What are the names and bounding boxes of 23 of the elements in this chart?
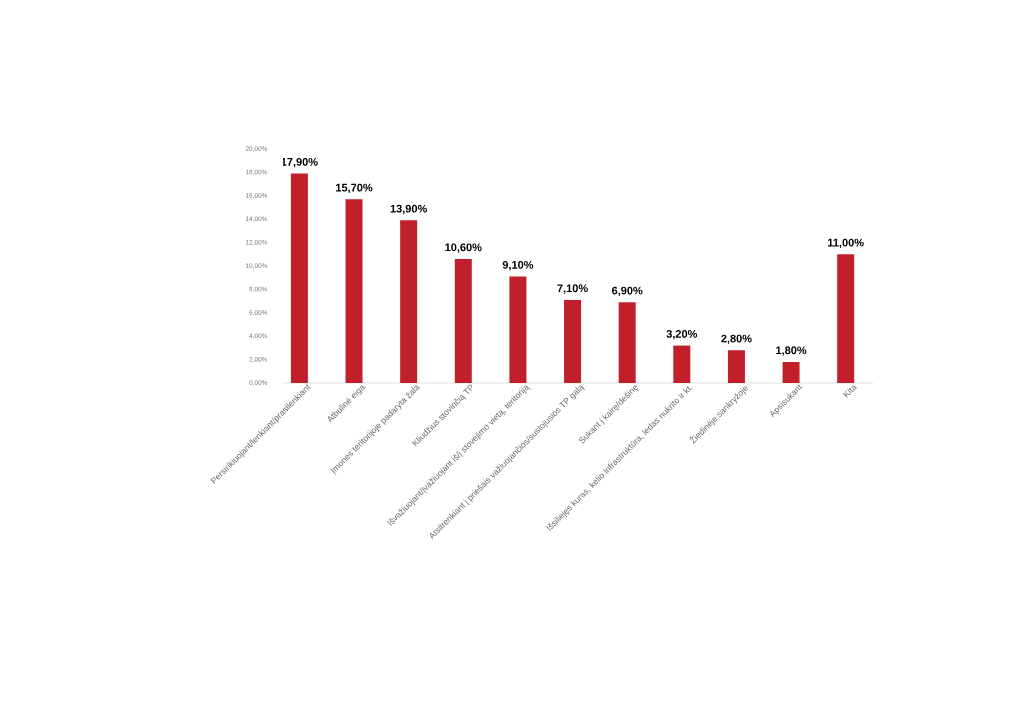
bar	[290, 173, 308, 383]
bar	[509, 276, 527, 383]
data-label: 6,90%	[611, 286, 643, 297]
data-label: 11,00%	[828, 238, 864, 249]
data-label: 3,20%	[666, 329, 698, 340]
bar	[400, 220, 418, 383]
bar	[782, 361, 800, 383]
data-label: 2,80%	[721, 334, 752, 345]
data-label: 15,70%	[336, 183, 373, 194]
data-label: 10,60%	[445, 243, 482, 253]
data-label: 13,90%	[390, 204, 428, 215]
bar	[564, 299, 582, 383]
data-label: 7,10%	[557, 284, 588, 294]
data-label: 17,90%	[281, 158, 318, 168]
bar	[837, 254, 855, 383]
bar	[727, 350, 745, 383]
bar	[618, 302, 636, 383]
data-label: 1,80%	[776, 346, 807, 356]
bar	[673, 345, 691, 383]
x-tick-label: Kita	[843, 385, 858, 398]
bar	[345, 199, 363, 383]
bar	[454, 258, 472, 383]
data-label: 9,10%	[502, 260, 534, 271]
